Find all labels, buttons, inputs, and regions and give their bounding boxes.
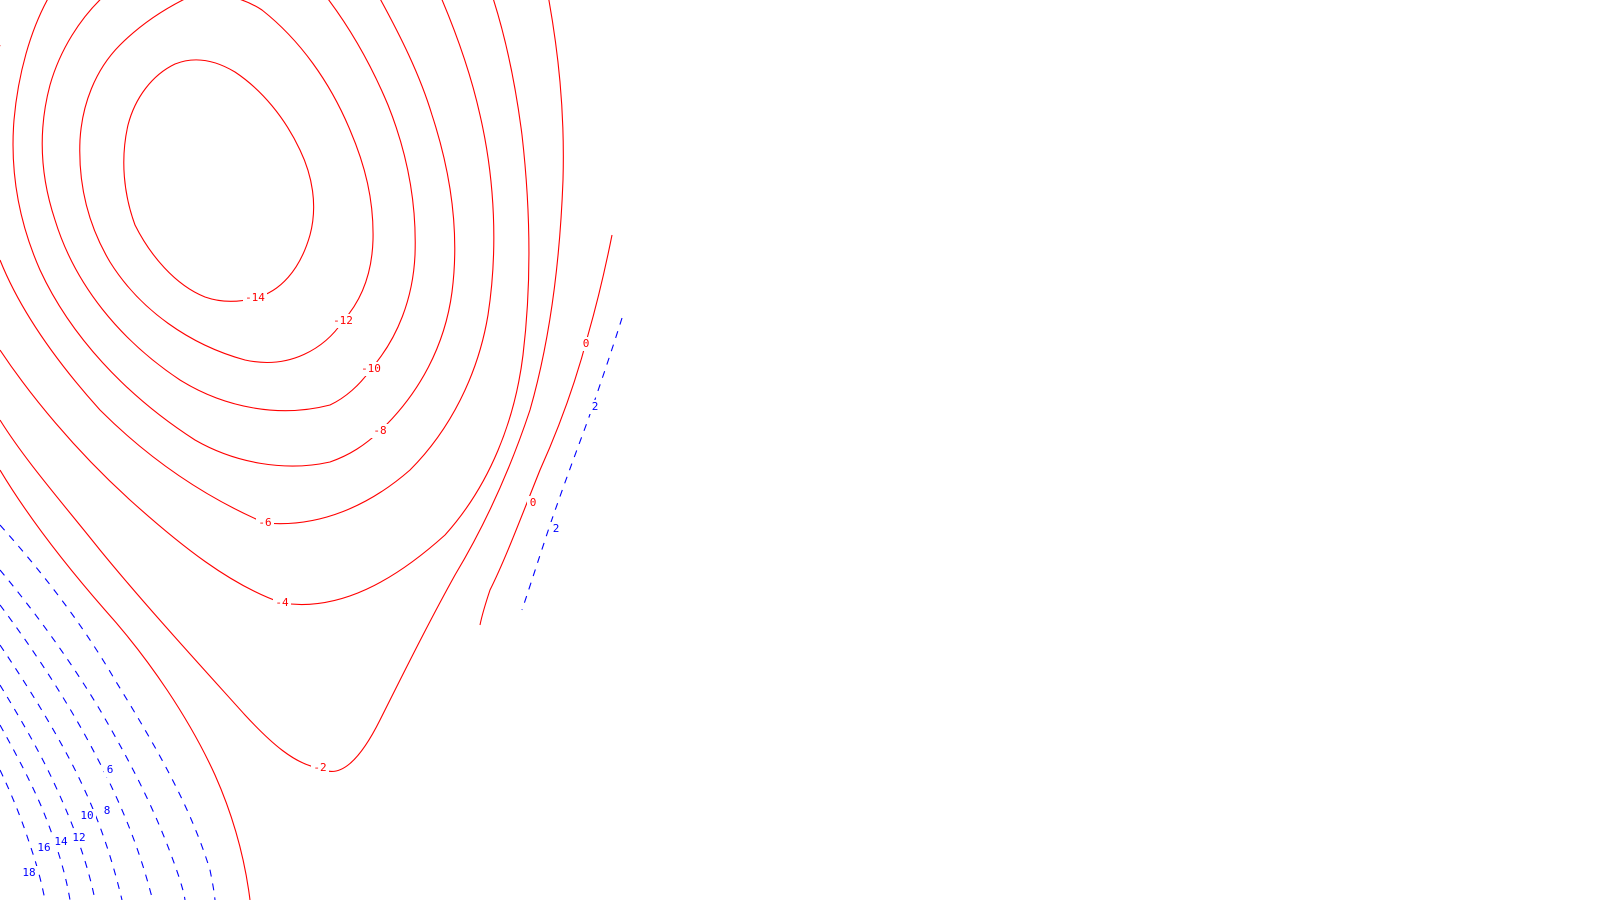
label-pos6: 6 (104, 763, 116, 777)
contour-line-neg12 (79, 0, 374, 363)
label-zero-a: 0 (580, 337, 592, 351)
label-neg4: -4 (273, 596, 291, 610)
label-neg12: -12 (331, 314, 355, 328)
contour-line-neg14 (123, 59, 315, 302)
svg-text:-4: -4 (275, 596, 289, 609)
contour-line-pos14 (0, 684, 96, 900)
contour-line-neg4 (0, 0, 530, 605)
svg-text:0: 0 (530, 496, 537, 509)
svg-text:16: 16 (37, 841, 50, 854)
positive-contours (0, 317, 623, 900)
svg-text:18: 18 (22, 866, 35, 879)
label-pos16: 16 (35, 841, 53, 855)
contour-line-pos18 (0, 769, 46, 900)
label-pos18: 18 (20, 866, 38, 880)
svg-text:-8: -8 (373, 424, 386, 437)
label-pos2-b: 2 (550, 522, 562, 536)
label-neg14: -14 (243, 291, 267, 305)
contour-line-pos8 (0, 569, 186, 900)
label-neg8: -8 (371, 424, 389, 438)
svg-text:12: 12 (72, 831, 85, 844)
svg-text:2: 2 (553, 522, 560, 535)
contour-line-pos2-right (521, 317, 623, 611)
negative-contours (0, 0, 613, 900)
label-neg10: -10 (359, 362, 383, 376)
contour-line-neg10 (41, 0, 416, 412)
contour-line-neg8 (12, 0, 456, 467)
label-pos14: 14 (52, 835, 70, 849)
svg-text:6: 6 (107, 763, 114, 776)
svg-text:14: 14 (54, 835, 68, 848)
svg-text:-2: -2 (313, 761, 326, 774)
label-zero-b: 0 (527, 496, 539, 510)
contour-line-pos10 (0, 604, 154, 900)
label-pos10: 10 (78, 809, 96, 823)
contour-line-neg2-lower (0, 469, 251, 900)
contour-line-neg6 (0, 0, 495, 525)
svg-text:-12: -12 (333, 314, 353, 327)
svg-text:-14: -14 (245, 291, 265, 304)
svg-text:10: 10 (80, 809, 93, 822)
contour-labels: -14 -12 -10 -8 -6 -4 -2 0 0 2 2 6 8 10 1… (20, 291, 601, 880)
contour-line-neg2 (0, 0, 564, 773)
contour-line-zero (479, 234, 613, 626)
label-pos8: 8 (101, 804, 113, 818)
label-neg6: -6 (256, 516, 274, 530)
svg-text:2: 2 (592, 400, 599, 413)
svg-text:-6: -6 (258, 516, 271, 529)
svg-text:-10: -10 (361, 362, 381, 375)
contour-line-pos6 (0, 524, 216, 900)
label-pos2-a: 2 (589, 400, 601, 414)
svg-text:8: 8 (104, 804, 111, 817)
label-pos12: 12 (70, 831, 88, 845)
svg-text:0: 0 (583, 337, 590, 350)
label-neg2: -2 (311, 761, 329, 775)
contour-line-pos16 (0, 724, 71, 900)
contour-line-pos12 (0, 644, 123, 900)
